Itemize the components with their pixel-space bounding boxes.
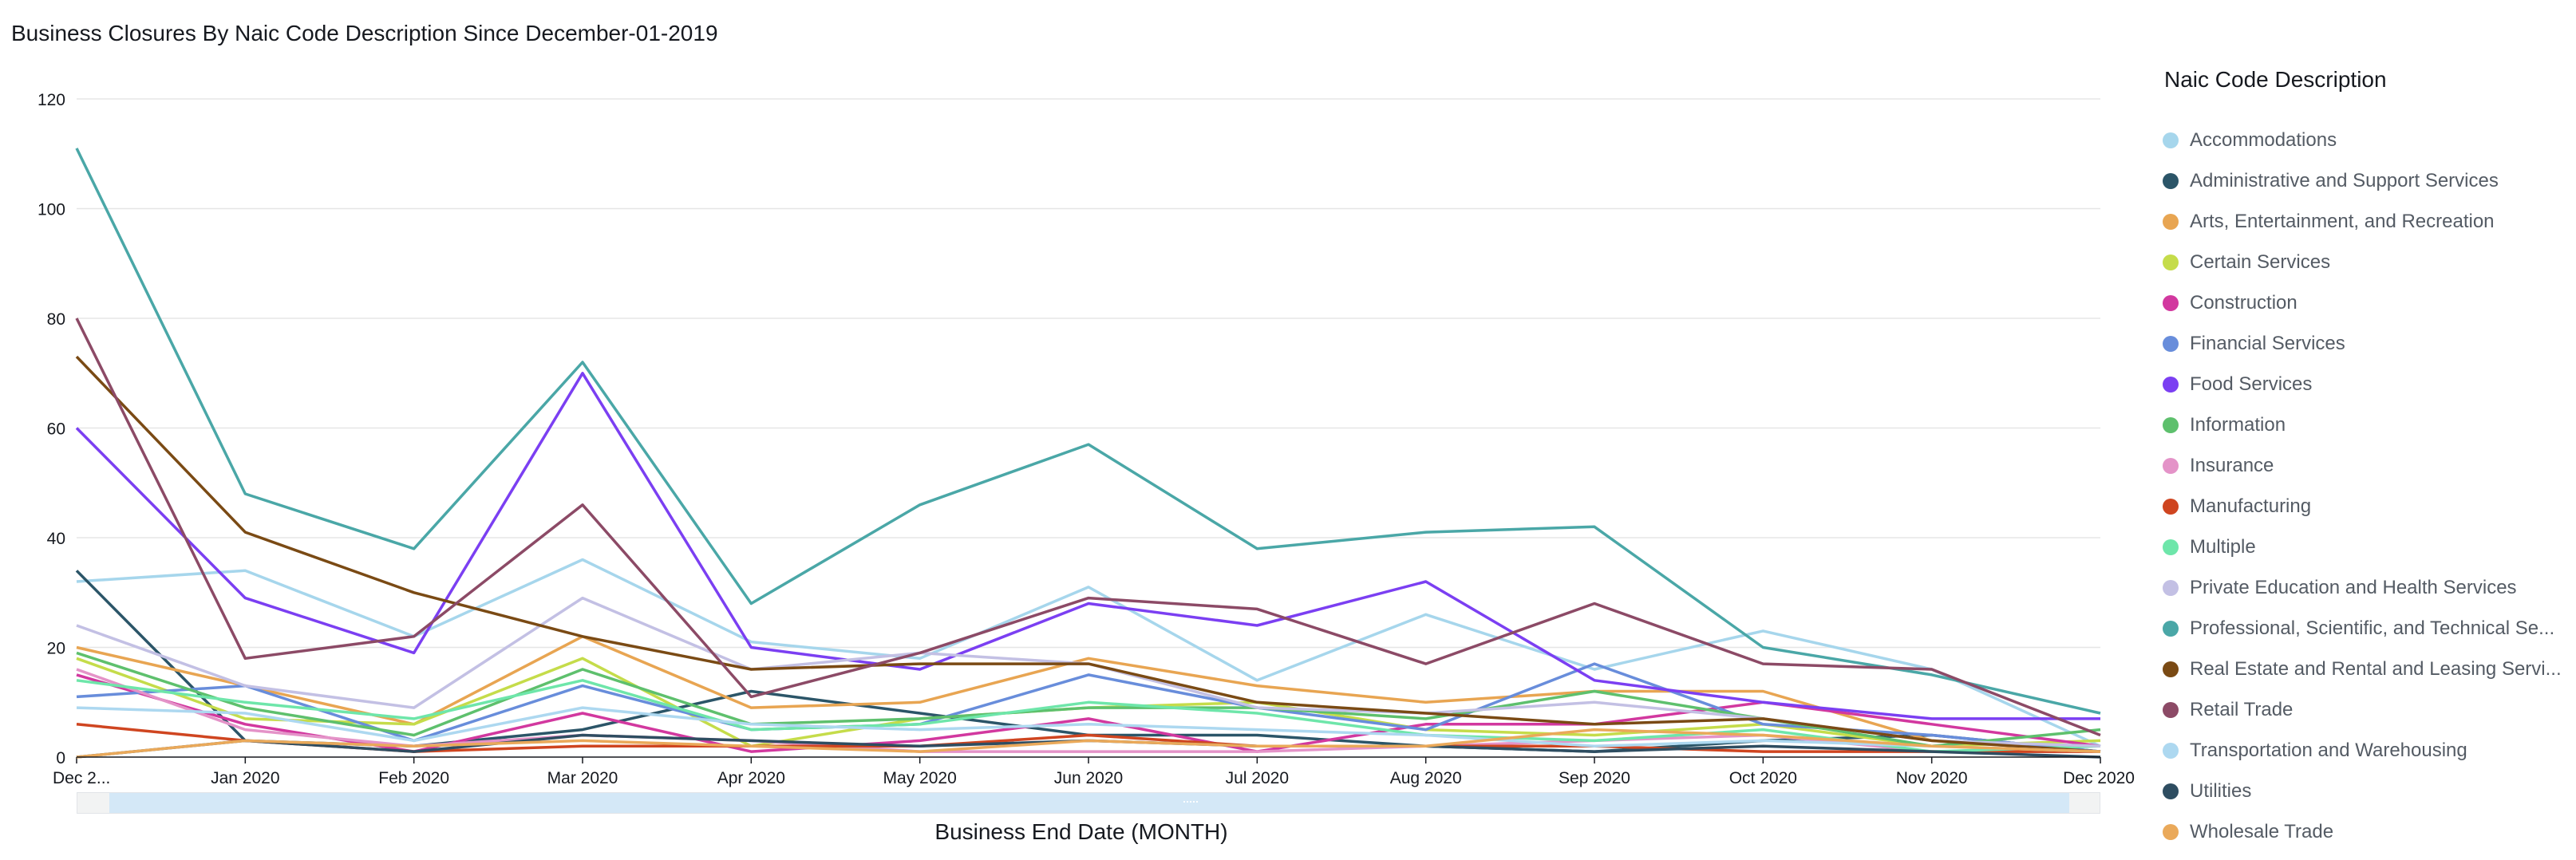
y-tick-label: 120 xyxy=(38,91,65,109)
legend-swatch-icon xyxy=(2163,376,2179,393)
legend-item[interactable]: Private Education and Health Services xyxy=(2163,567,2570,608)
x-tick-label: Apr 2020 xyxy=(717,769,785,787)
legend-item[interactable]: Transportation and Warehousing xyxy=(2163,730,2570,771)
legend-swatch-icon xyxy=(2163,416,2179,433)
y-tick-label: 60 xyxy=(47,420,65,439)
legend-item[interactable]: Utilities xyxy=(2163,771,2570,811)
series-line-17[interactable] xyxy=(76,728,2101,759)
legend-label: Construction xyxy=(2190,291,2297,314)
x-tick-label: Feb 2020 xyxy=(378,769,449,787)
legend-label: Real Estate and Rental and Leasing Servi… xyxy=(2190,657,2562,680)
legend-label: Transportation and Warehousing xyxy=(2190,739,2467,761)
series-line-6[interactable] xyxy=(75,372,2100,720)
legend-swatch-icon xyxy=(2163,457,2179,474)
series-line-8[interactable] xyxy=(76,668,2100,753)
legend-label: Certain Services xyxy=(2190,251,2331,273)
legend-label: Administrative and Support Services xyxy=(2190,169,2499,191)
series-line-14[interactable] xyxy=(75,318,2101,737)
legend-item[interactable]: Multiple xyxy=(2163,527,2570,567)
y-tick-label: 40 xyxy=(47,530,65,548)
scrollbar-grip-icon[interactable] xyxy=(1183,801,1198,807)
scrollbar-thumb[interactable] xyxy=(109,793,2069,813)
legend-swatch-icon xyxy=(2163,538,2179,555)
x-tick-label: Aug 2020 xyxy=(1390,769,1462,787)
legend-item[interactable]: Administrative and Support Services xyxy=(2163,160,2570,201)
legend-label: Accommodations xyxy=(2190,128,2337,151)
y-tick-label: 0 xyxy=(56,749,65,767)
legend-label: Private Education and Health Services xyxy=(2190,576,2517,598)
legend-label: Multiple xyxy=(2190,535,2256,558)
legend-swatch-icon xyxy=(2163,620,2179,637)
x-tick-label: Mar 2020 xyxy=(547,769,618,787)
x-tick-label: Sep 2020 xyxy=(1559,769,1630,787)
x-axis-ticks: Dec 2... Jan 2020 Feb 2020 Mar 2020 Apr 2020… xyxy=(53,757,2135,787)
legend-item[interactable]: Retail Trade xyxy=(2163,689,2570,730)
legend-item[interactable]: Real Estate and Rental and Leasing Servi… xyxy=(2163,649,2570,689)
legend-swatch-icon xyxy=(2163,132,2179,148)
legend-label: Financial Services xyxy=(2190,332,2345,354)
legend-item[interactable]: Construction xyxy=(2163,282,2570,323)
legend-swatch-icon xyxy=(2163,701,2179,718)
legend-label: Arts, Entertainment, and Recreation xyxy=(2190,210,2495,232)
x-tick-label: May 2020 xyxy=(883,769,957,787)
y-tick-label: 20 xyxy=(47,640,65,658)
legend-label: Manufacturing xyxy=(2190,495,2312,517)
legend-swatch-icon xyxy=(2163,294,2179,311)
y-axis-ticks: 0 20 40 60 80 100 120 xyxy=(38,91,65,767)
series-line-12[interactable] xyxy=(75,148,2101,715)
legend-item[interactable]: Information xyxy=(2163,404,2570,445)
legend-item[interactable]: Financial Services xyxy=(2163,323,2570,364)
x-tick-label: Oct 2020 xyxy=(1729,769,1797,787)
line-chart: 0 20 40 60 80 100 120 Dec 2... Jan 2020 Feb 2020… xyxy=(38,91,2135,787)
x-tick-label: Jun 2020 xyxy=(1054,769,1123,787)
legend-item[interactable]: Wholesale Trade xyxy=(2163,811,2570,852)
legend-swatch-icon xyxy=(2163,823,2179,840)
x-tick-label: Dec 2... xyxy=(53,769,110,787)
legend-swatch-icon xyxy=(2163,783,2179,799)
legend-swatch-icon xyxy=(2163,579,2179,596)
legend-swatch-icon xyxy=(2163,172,2179,189)
legend-item[interactable]: Insurance xyxy=(2163,445,2570,486)
legend-label: Professional, Scientific, and Technical … xyxy=(2190,617,2555,639)
chart-title: Business Closures By Naic Code Descripti… xyxy=(11,21,718,45)
series-lines xyxy=(75,148,2101,759)
series-line-15[interactable] xyxy=(76,706,2101,753)
legend-item[interactable]: Food Services xyxy=(2163,364,2570,404)
legend-swatch-icon xyxy=(2163,661,2179,677)
legend-items: Accommodations Administrative and Support… xyxy=(2163,120,2570,852)
legend-item[interactable]: Professional, Scientific, and Technical … xyxy=(2163,608,2570,649)
x-tick-label: Dec 2020 xyxy=(2063,769,2135,787)
legend-title: Naic Code Description xyxy=(2164,67,2387,92)
legend-item[interactable]: Manufacturing xyxy=(2163,486,2570,527)
legend-swatch-icon xyxy=(2163,498,2179,515)
x-tick-label: Jan 2020 xyxy=(211,769,279,787)
y-tick-label: 80 xyxy=(47,310,65,329)
series-line-7[interactable] xyxy=(76,651,2101,748)
legend-label: Food Services xyxy=(2190,373,2313,395)
legend-item[interactable]: Certain Services xyxy=(2163,242,2570,282)
legend-label: Retail Trade xyxy=(2190,698,2294,720)
legend-item[interactable]: Accommodations xyxy=(2163,120,2570,160)
legend: Naic Code Description Accommodations Admi… xyxy=(2163,67,2570,852)
gridlines xyxy=(77,98,2100,649)
x-tick-label: Jul 2020 xyxy=(1226,769,1289,787)
legend-label: Insurance xyxy=(2190,454,2274,476)
legend-label: Information xyxy=(2190,413,2286,436)
series-line-10[interactable] xyxy=(76,679,2101,753)
legend-swatch-icon xyxy=(2163,213,2179,230)
legend-label: Utilities xyxy=(2190,779,2252,802)
legend-label: Wholesale Trade xyxy=(2190,820,2334,842)
horizontal-scrollbar[interactable] xyxy=(77,792,2100,814)
legend-swatch-icon xyxy=(2163,742,2179,759)
legend-swatch-icon xyxy=(2163,254,2179,270)
legend-swatch-icon xyxy=(2163,335,2179,352)
legend-item[interactable]: Arts, Entertainment, and Recreation xyxy=(2163,201,2570,242)
y-tick-label: 100 xyxy=(38,201,65,219)
series-line-13[interactable] xyxy=(75,355,2101,753)
x-tick-label: Nov 2020 xyxy=(1896,769,1968,787)
x-axis-label: Business End Date (MONTH) xyxy=(934,819,1228,844)
